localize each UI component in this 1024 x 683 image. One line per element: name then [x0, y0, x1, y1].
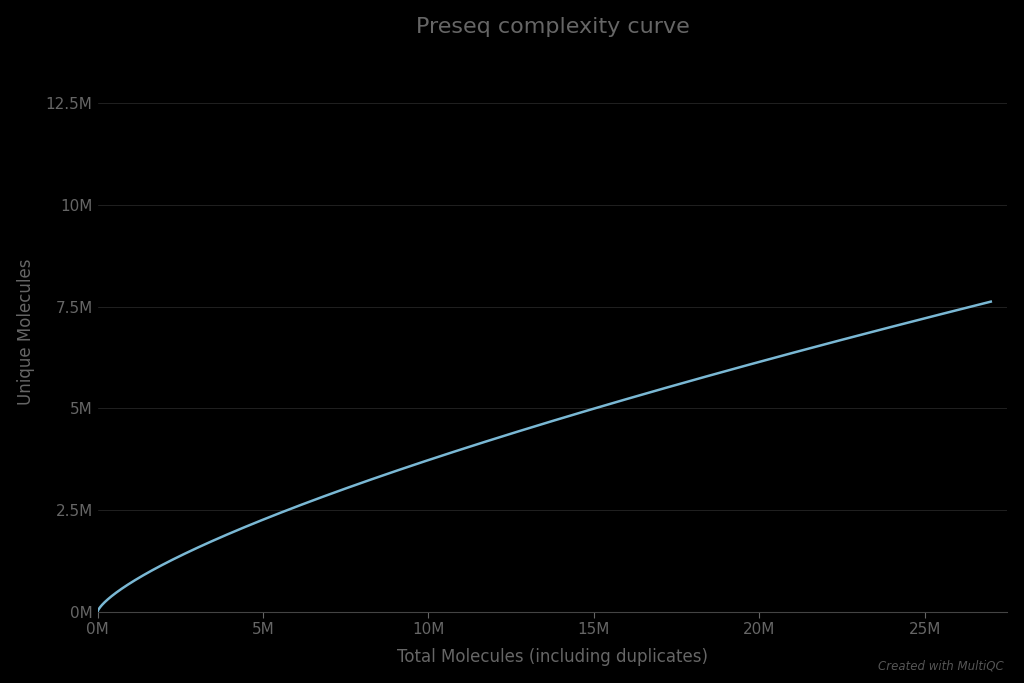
Text: Created with MultiQC: Created with MultiQC [878, 660, 1004, 673]
Y-axis label: Unique Molecules: Unique Molecules [16, 259, 35, 405]
X-axis label: Total Molecules (including duplicates): Total Molecules (including duplicates) [397, 648, 708, 667]
Title: Preseq complexity curve: Preseq complexity curve [416, 16, 689, 37]
